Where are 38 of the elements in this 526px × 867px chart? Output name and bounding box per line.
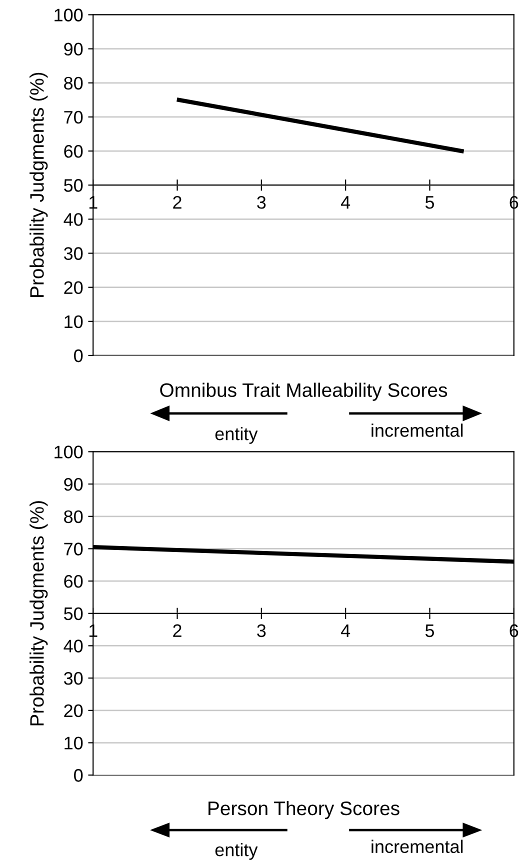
y-tick-label: 50	[64, 179, 83, 192]
x-axis-title: Omnibus Trait Malleability Scores	[160, 382, 448, 401]
text: incremental	[372, 840, 463, 854]
text: entity	[215, 843, 258, 860]
x-tick-label: 3	[257, 624, 266, 638]
y-tick-label: 0	[74, 769, 83, 782]
text: incremental	[372, 424, 463, 437]
y-tick-label: 80	[64, 76, 83, 90]
y-tick-label: 90	[64, 478, 83, 491]
y-tick-label: 60	[64, 144, 83, 158]
y-axis-title: Probability Judgments (%)	[30, 72, 48, 297]
y-tick-label: 20	[64, 704, 83, 718]
x-tick-label: 4	[340, 624, 350, 637]
y-tick-label: 70	[64, 110, 83, 124]
y-axis-title: Probability Judgments (%)	[30, 501, 48, 726]
x-tick-label: 3	[257, 196, 266, 209]
y-tick-label: 80	[64, 510, 83, 524]
y-tick-label: 50	[64, 607, 83, 620]
y-tick-label: 30	[64, 672, 83, 685]
y-tick-label: 20	[64, 281, 83, 294]
y-tick-label: 60	[64, 575, 83, 588]
text: entity	[215, 427, 258, 444]
x-tick-label: 2	[173, 196, 182, 209]
y-tick-label: 90	[64, 42, 83, 56]
x-tick-label: 5	[425, 624, 434, 638]
x-tick-label: 5	[425, 196, 434, 209]
x-tick-label: 4	[340, 196, 350, 209]
y-tick-label: 100	[54, 8, 83, 22]
y-tick-label: 0	[74, 349, 83, 362]
x-axis-title: Person Theory Scores	[208, 800, 400, 820]
y-tick-label: 30	[64, 247, 83, 260]
y-tick-label: 100	[54, 446, 83, 458]
x-tick-label: 2	[173, 624, 182, 637]
y-tick-label: 40	[64, 640, 83, 652]
y-tick-label: 70	[64, 542, 83, 556]
y-tick-label: 40	[64, 213, 83, 226]
y-tick-label: 10	[64, 315, 83, 328]
y-tick-label: 10	[64, 736, 83, 750]
